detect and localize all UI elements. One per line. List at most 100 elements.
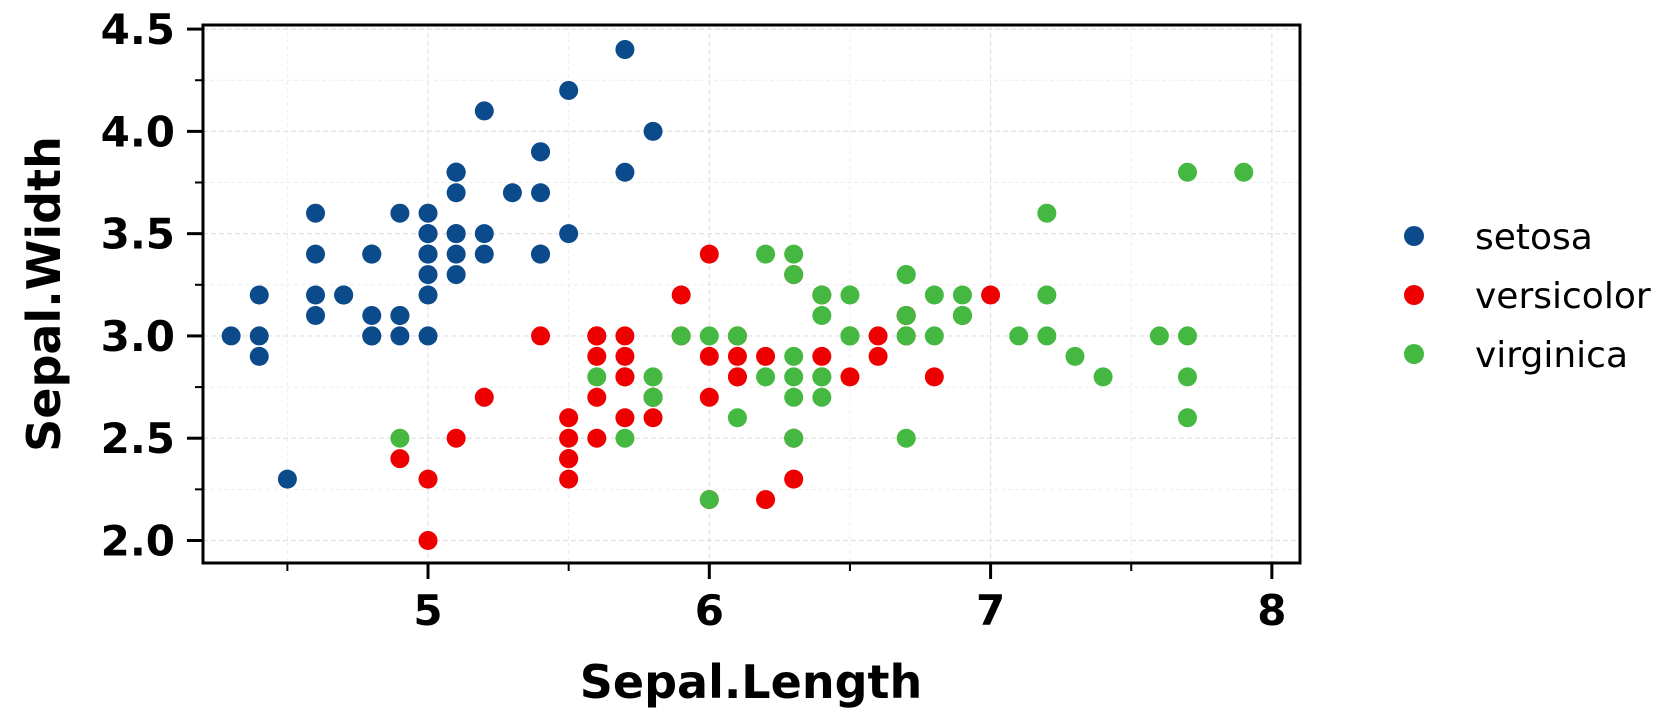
data-point-versicolor — [615, 408, 635, 428]
data-point-versicolor — [784, 469, 804, 489]
data-point-versicolor — [868, 346, 888, 366]
data-point-setosa — [249, 285, 269, 305]
y-tick-label: 4.0 — [101, 107, 175, 156]
data-point-setosa — [221, 326, 241, 346]
data-point-virginica — [812, 367, 832, 387]
data-point-setosa — [559, 224, 579, 244]
data-point-versicolor — [727, 346, 747, 366]
legend-item-versicolor: versicolor — [1404, 276, 1651, 317]
data-point-versicolor — [643, 408, 663, 428]
y-tick-label: 3.0 — [101, 312, 175, 361]
data-point-virginica — [1149, 326, 1169, 346]
data-point-versicolor — [671, 285, 691, 305]
data-point-setosa — [418, 285, 438, 305]
data-point-setosa — [615, 162, 635, 182]
data-points — [221, 40, 1254, 550]
data-point-versicolor — [868, 326, 888, 346]
series-virginica — [390, 162, 1254, 510]
data-point-versicolor — [756, 346, 776, 366]
data-point-setosa — [418, 326, 438, 346]
data-point-versicolor — [418, 469, 438, 489]
x-tick-label: 8 — [1257, 586, 1286, 635]
plot-frame — [201, 23, 1302, 565]
data-point-versicolor — [615, 346, 635, 366]
x-axis-title: Sepal.Length — [580, 655, 922, 709]
data-point-virginica — [840, 326, 860, 346]
data-point-versicolor — [587, 326, 607, 346]
data-point-virginica — [1093, 367, 1113, 387]
data-point-setosa — [502, 183, 522, 203]
data-point-setosa — [306, 244, 326, 264]
series-setosa — [221, 40, 663, 489]
data-point-virginica — [587, 367, 607, 387]
data-point-setosa — [390, 305, 410, 325]
data-point-virginica — [896, 428, 916, 448]
data-point-setosa — [446, 224, 466, 244]
data-point-virginica — [643, 387, 663, 407]
data-point-setosa — [531, 244, 551, 264]
data-point-virginica — [896, 305, 916, 325]
data-point-setosa — [362, 305, 382, 325]
data-point-virginica — [699, 490, 719, 510]
data-point-setosa — [277, 469, 297, 489]
data-point-versicolor — [474, 387, 494, 407]
data-point-virginica — [784, 244, 804, 264]
data-point-virginica — [699, 326, 719, 346]
data-point-virginica — [756, 367, 776, 387]
grid-layer — [203, 25, 1300, 563]
legend-marker — [1404, 344, 1424, 364]
data-point-virginica — [727, 408, 747, 428]
data-point-setosa — [446, 244, 466, 264]
legend-item-virginica: virginica — [1404, 335, 1628, 376]
data-point-setosa — [531, 142, 551, 162]
data-point-setosa — [334, 285, 354, 305]
data-point-virginica — [1177, 408, 1197, 428]
data-point-virginica — [784, 387, 804, 407]
data-point-virginica — [615, 428, 635, 448]
data-point-setosa — [474, 101, 494, 121]
data-point-setosa — [418, 244, 438, 264]
data-point-versicolor — [756, 490, 776, 510]
series-versicolor — [390, 244, 1001, 550]
data-point-setosa — [474, 244, 494, 264]
data-point-setosa — [249, 326, 269, 346]
y-tick-label: 2.0 — [101, 516, 175, 565]
y-tick-label: 2.5 — [101, 414, 175, 463]
data-point-versicolor — [587, 428, 607, 448]
data-point-virginica — [784, 428, 804, 448]
data-point-virginica — [1037, 285, 1057, 305]
data-point-versicolor — [418, 530, 438, 550]
x-tick-label: 7 — [976, 586, 1005, 635]
data-point-virginica — [1177, 367, 1197, 387]
data-point-versicolor — [699, 244, 719, 264]
data-point-virginica — [924, 326, 944, 346]
data-point-virginica — [812, 285, 832, 305]
legend-label: setosa — [1475, 217, 1593, 258]
data-point-virginica — [1009, 326, 1029, 346]
data-point-versicolor — [924, 367, 944, 387]
x-axis-ticks: 5 6 7 8 — [286, 563, 1286, 635]
data-point-virginica — [1177, 326, 1197, 346]
legend-marker — [1404, 226, 1424, 246]
data-point-setosa — [418, 224, 438, 244]
data-point-virginica — [1177, 162, 1197, 182]
data-point-versicolor — [699, 346, 719, 366]
data-point-versicolor — [840, 367, 860, 387]
data-point-virginica — [756, 244, 776, 264]
data-point-virginica — [840, 285, 860, 305]
data-point-versicolor — [812, 346, 832, 366]
data-point-setosa — [643, 121, 663, 141]
legend-label: versicolor — [1475, 276, 1651, 317]
data-point-virginica — [784, 346, 804, 366]
data-point-setosa — [362, 326, 382, 346]
data-point-versicolor — [699, 387, 719, 407]
data-point-virginica — [896, 265, 916, 285]
data-point-setosa — [446, 265, 466, 285]
legend: setosa versicolor virginica — [1404, 217, 1651, 376]
legend-label: virginica — [1475, 335, 1628, 376]
x-tick-label: 5 — [413, 586, 442, 635]
data-point-virginica — [671, 326, 691, 346]
data-point-versicolor — [390, 449, 410, 469]
data-point-versicolor — [531, 326, 551, 346]
